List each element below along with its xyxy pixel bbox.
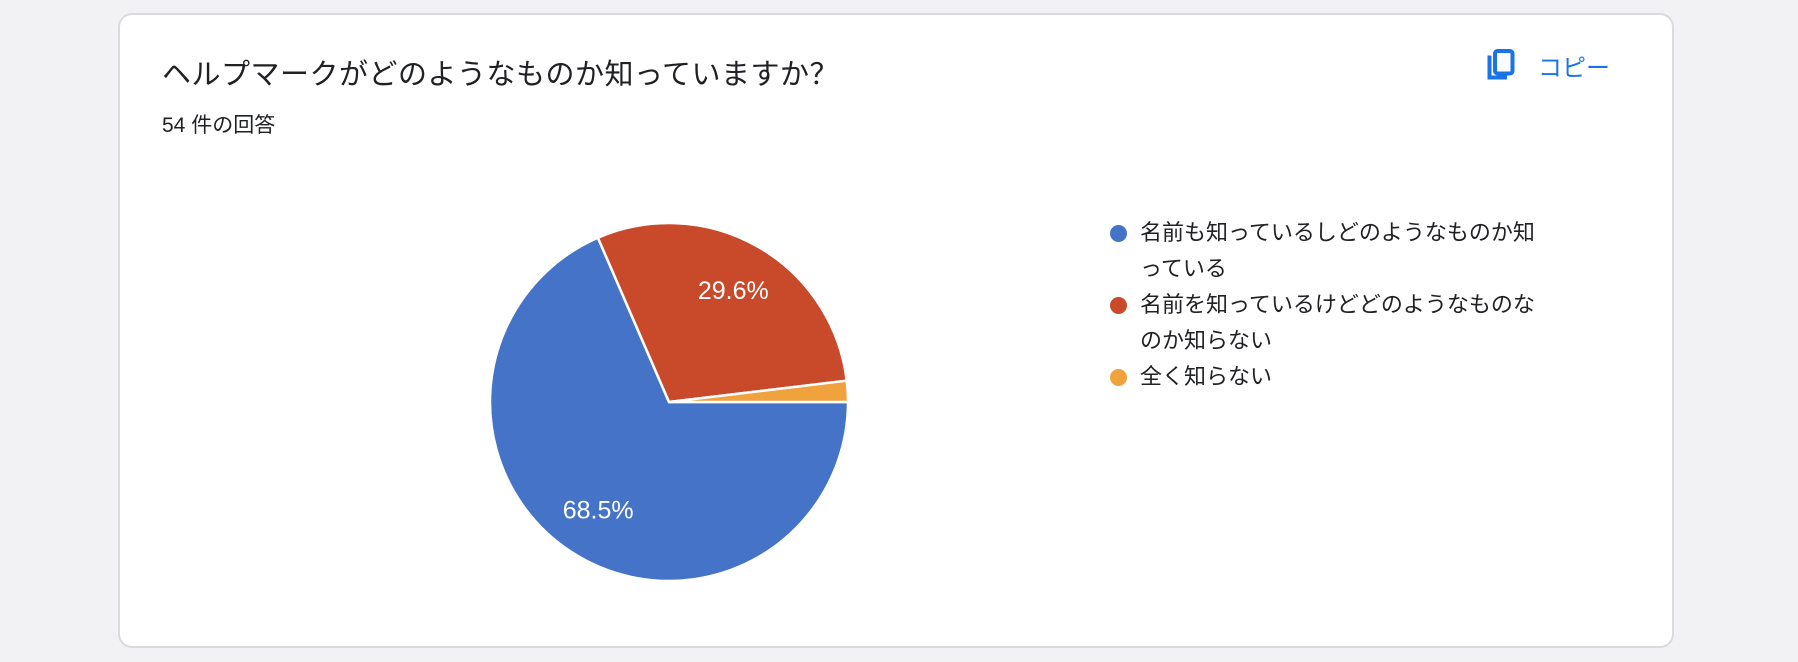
legend-bullet-icon <box>1110 225 1127 242</box>
copy-button[interactable]: コピー <box>1480 45 1612 85</box>
chart-legend: 名前も知っているしどのようなものか知っている 名前を知っているけどどのようなものな… <box>1110 215 1550 395</box>
pie-slice-label-1: 29.6% <box>698 277 769 305</box>
copy-button-label: コピー <box>1538 54 1610 82</box>
pie-slice-2[interactable] <box>667 379 850 404</box>
legend-item-2: 全く知らない <box>1110 359 1550 395</box>
pie-slice-label-0: 68.5% <box>563 497 634 525</box>
question-summary-card: ヘルプマークがどのようなものか知っていますか？ 54 件の回答 コピー 68.5… <box>118 13 1674 648</box>
pie-chart: 68.5% 29.6% <box>469 202 869 602</box>
copy-icon <box>1482 47 1518 83</box>
legend-item-0: 名前も知っているしどのようなものか知っている <box>1110 215 1550 287</box>
legend-item-label: 全く知らない <box>1140 364 1273 389</box>
pie-slice-1[interactable] <box>596 221 848 404</box>
response-count: 54 件の回答 <box>162 114 276 137</box>
pie-slice-0[interactable] <box>488 236 850 583</box>
legend-item-label: 名前を知っているけどどのようなものなのか知らない <box>1140 292 1535 353</box>
legend-bullet-icon <box>1110 297 1127 314</box>
question-title: ヘルプマークがどのようなものか知っていますか？ <box>162 59 840 91</box>
legend-bullet-icon <box>1110 369 1127 386</box>
legend-item-label: 名前も知っているしどのようなものか知っている <box>1140 220 1535 281</box>
legend-item-1: 名前を知っているけどどのようなものなのか知らない <box>1110 287 1550 359</box>
